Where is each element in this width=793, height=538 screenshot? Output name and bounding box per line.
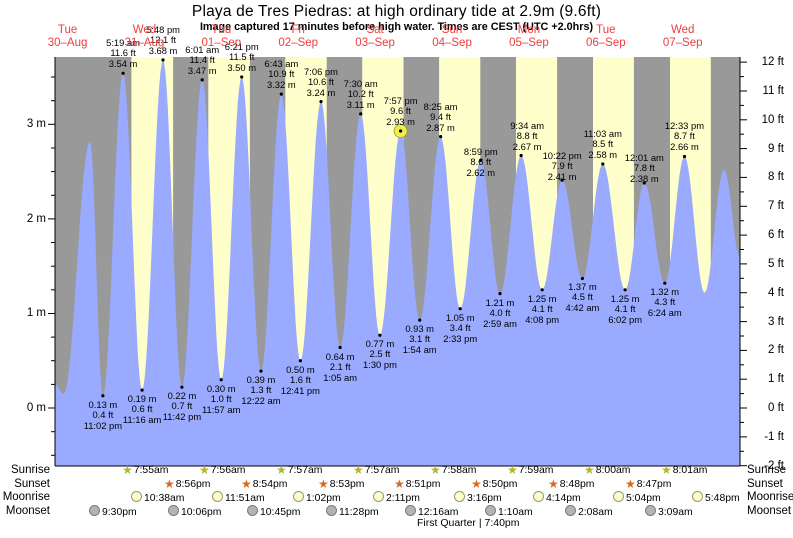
tide-extreme-dot	[240, 75, 244, 79]
tide-extreme-dot	[200, 78, 204, 82]
tide-extreme-dot	[359, 112, 363, 116]
tide-extreme-dot	[498, 292, 502, 296]
tide-extreme-dot	[663, 281, 667, 285]
tide-water-area	[55, 60, 740, 466]
tide-extreme-dot	[623, 288, 627, 292]
page-subtitle: Image captured 17 minutes before high wa…	[199, 21, 594, 33]
tide-extreme-dot	[161, 58, 165, 62]
tide-extreme-dot	[418, 318, 422, 322]
tide-extreme-dot	[140, 388, 144, 392]
tide-extreme-dot	[399, 129, 403, 133]
tide-extreme-dot	[439, 135, 443, 139]
tide-extreme-dot	[519, 153, 523, 158]
tide-extreme-dot	[642, 181, 646, 185]
page-title: Playa de Tres Piedras: at high ordinary …	[191, 3, 602, 20]
tide-extreme-dot	[540, 288, 544, 292]
tide-extreme-dot	[458, 307, 462, 311]
tide-extreme-dot	[560, 178, 564, 182]
tide-extreme-dot	[279, 92, 283, 96]
moon-phase-note: First Quarter | 7:40pm	[417, 517, 520, 529]
tide-extreme-dot	[319, 100, 323, 104]
tide-extreme-dot	[298, 359, 302, 363]
tide-extreme-dot	[259, 369, 263, 373]
tide-extreme-dot	[121, 71, 125, 75]
tide-extreme-dot	[601, 162, 605, 166]
tide-extreme-dot	[378, 333, 382, 337]
tide-extreme-dot	[580, 276, 585, 281]
tide-extreme-dot	[101, 394, 105, 398]
tide-extreme-dot	[682, 154, 687, 159]
tide-extreme-dot	[219, 378, 223, 382]
tide-extreme-dot	[338, 345, 342, 350]
tide-extreme-dot	[180, 385, 184, 389]
tide-extreme-dot	[479, 158, 483, 162]
